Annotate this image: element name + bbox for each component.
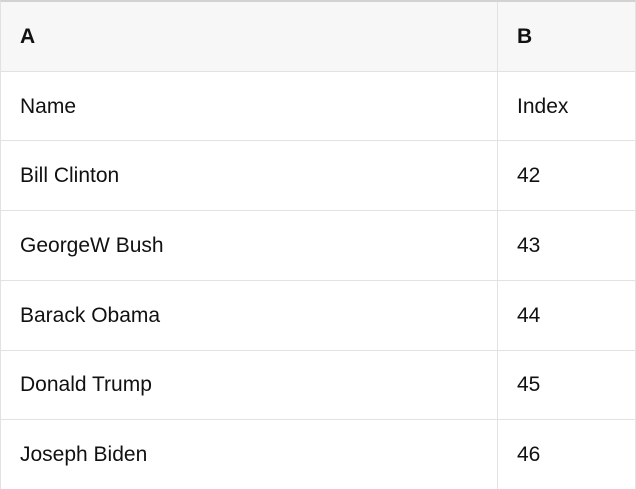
cell-a2[interactable]: Bill Clinton [1, 141, 498, 211]
table-row-2: Bill Clinton 42 [1, 141, 635, 212]
table-row-5: Donald Trump 45 [1, 350, 635, 421]
table-row-1: Name Index [1, 71, 635, 142]
cell-a3[interactable]: GeorgeW Bush [1, 211, 498, 280]
cell-b6[interactable]: 46 [517, 443, 541, 467]
table-row-4: Barack Obama 44 [1, 280, 635, 351]
cell-b4[interactable]: 44 [517, 303, 541, 327]
cell-a1[interactable]: Name [1, 71, 498, 141]
cell-b3[interactable]: 43 [517, 234, 541, 258]
table-row-3: GeorgeW Bush 43 [1, 211, 635, 281]
table-row-6: Joseph Biden 46 [1, 420, 635, 489]
cell-a4[interactable]: Barack Obama [1, 280, 498, 350]
cell-a5[interactable]: Donald Trump [1, 350, 498, 420]
column-header-row: A B [1, 2, 635, 72]
cell-b2[interactable]: 42 [517, 164, 541, 188]
cell-b5[interactable]: 45 [517, 373, 541, 397]
cell-a6[interactable]: Joseph Biden [1, 420, 498, 489]
column-header-b[interactable]: B [517, 24, 533, 48]
column-header-a[interactable]: A [1, 2, 498, 71]
cell-b1[interactable]: Index [517, 94, 569, 118]
